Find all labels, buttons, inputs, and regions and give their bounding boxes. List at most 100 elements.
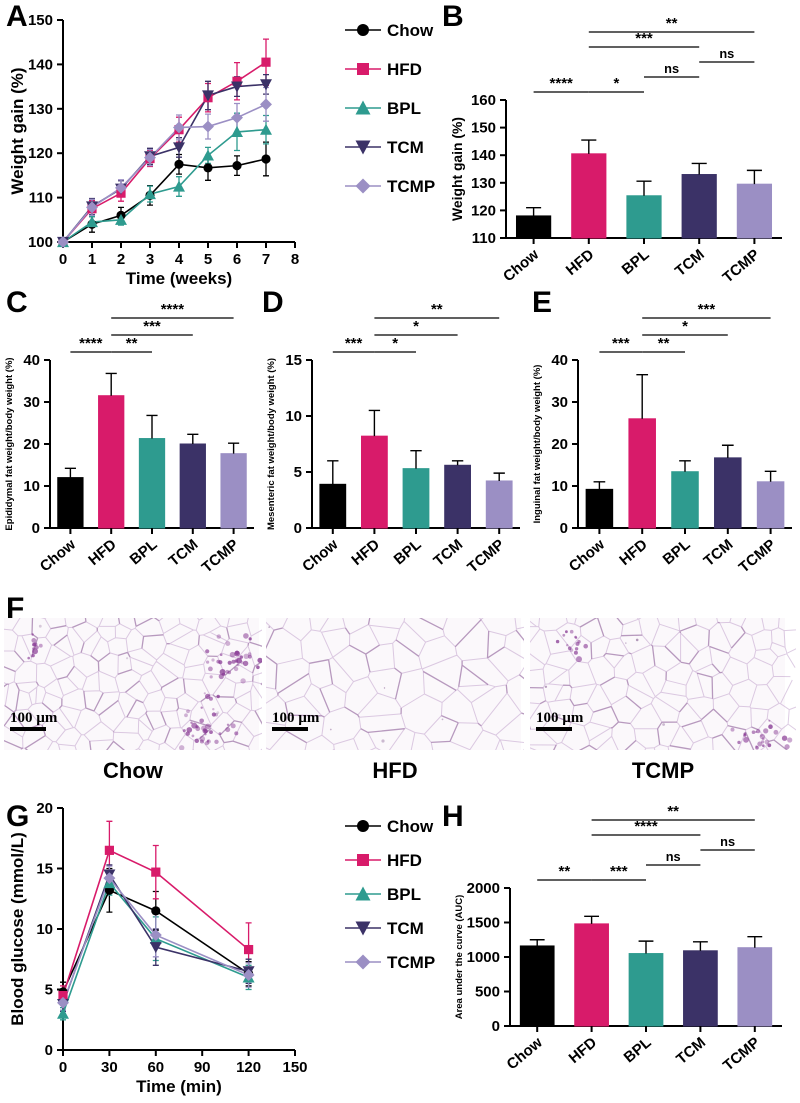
svg-text:BPL: BPL bbox=[387, 99, 421, 118]
svg-text:BPL: BPL bbox=[660, 536, 694, 568]
svg-text:****: **** bbox=[161, 301, 185, 318]
svg-text:HFD: HFD bbox=[85, 536, 120, 569]
svg-text:0: 0 bbox=[59, 251, 67, 268]
svg-text:2000: 2000 bbox=[467, 880, 500, 897]
svg-text:TCM: TCM bbox=[673, 1034, 709, 1068]
svg-text:150: 150 bbox=[471, 120, 496, 137]
svg-text:Epididymal fat weight/body wei: Epididymal fat weight/body weight (%) bbox=[4, 357, 15, 530]
svg-text:HFD: HFD bbox=[348, 536, 383, 569]
svg-text:Time (weeks): Time (weeks) bbox=[126, 269, 232, 288]
svg-text:TCM: TCM bbox=[672, 246, 708, 280]
svg-text:7: 7 bbox=[262, 251, 270, 268]
svg-text:140: 140 bbox=[471, 147, 496, 164]
svg-text:****: **** bbox=[79, 335, 103, 352]
svg-text:5: 5 bbox=[294, 464, 302, 481]
svg-text:TCM: TCM bbox=[430, 536, 466, 570]
svg-text:HFD: HFD bbox=[563, 246, 598, 279]
svg-text:40: 40 bbox=[551, 352, 568, 369]
svg-text:**: ** bbox=[559, 863, 571, 880]
svg-text:*: * bbox=[613, 75, 619, 92]
svg-text:**: ** bbox=[667, 803, 679, 820]
svg-text:130: 130 bbox=[28, 101, 53, 118]
svg-text:140: 140 bbox=[28, 56, 53, 73]
svg-text:HFD: HFD bbox=[616, 536, 651, 569]
svg-text:0: 0 bbox=[59, 1059, 67, 1076]
svg-text:TCM: TCM bbox=[166, 536, 202, 570]
svg-text:Mesenteric fat weight/body wei: Mesenteric fat weight/body weight (%) bbox=[266, 358, 277, 530]
svg-text:ns: ns bbox=[666, 849, 681, 864]
svg-text:10: 10 bbox=[285, 408, 302, 425]
svg-text:ns: ns bbox=[664, 61, 679, 76]
svg-text:TCM: TCM bbox=[387, 919, 424, 938]
svg-text:TCM: TCM bbox=[387, 138, 424, 157]
svg-text:150: 150 bbox=[282, 1059, 307, 1076]
svg-text:40: 40 bbox=[23, 352, 40, 369]
svg-text:**: ** bbox=[126, 335, 138, 352]
svg-text:TCMP: TCMP bbox=[199, 536, 242, 576]
svg-text:Area under the curve (AUC): Area under the curve (AUC) bbox=[454, 895, 465, 1020]
svg-text:HFD: HFD bbox=[387, 851, 422, 870]
svg-text:*: * bbox=[682, 318, 688, 335]
svg-text:5: 5 bbox=[45, 982, 53, 999]
svg-text:10: 10 bbox=[23, 478, 40, 495]
svg-text:Weight gain (%): Weight gain (%) bbox=[450, 117, 465, 221]
svg-text:1500: 1500 bbox=[467, 915, 500, 932]
svg-text:**: ** bbox=[658, 335, 670, 352]
svg-text:***: *** bbox=[143, 318, 161, 335]
svg-text:100: 100 bbox=[28, 234, 53, 251]
svg-text:150: 150 bbox=[28, 12, 53, 29]
svg-text:**: ** bbox=[666, 15, 678, 32]
svg-text:***: *** bbox=[698, 301, 716, 318]
svg-text:0: 0 bbox=[560, 520, 568, 537]
svg-text:BPL: BPL bbox=[619, 246, 653, 278]
svg-text:0: 0 bbox=[294, 520, 302, 537]
svg-text:BPL: BPL bbox=[621, 1034, 655, 1066]
svg-text:30: 30 bbox=[101, 1059, 118, 1076]
svg-text:***: *** bbox=[610, 863, 628, 880]
svg-text:130: 130 bbox=[471, 175, 496, 192]
svg-text:0: 0 bbox=[32, 520, 40, 537]
svg-text:2: 2 bbox=[117, 251, 125, 268]
svg-text:**: ** bbox=[431, 301, 443, 318]
svg-text:60: 60 bbox=[147, 1059, 164, 1076]
svg-text:4: 4 bbox=[175, 251, 184, 268]
svg-text:20: 20 bbox=[551, 436, 568, 453]
svg-text:ns: ns bbox=[719, 46, 734, 61]
svg-text:15: 15 bbox=[36, 861, 53, 878]
svg-text:8: 8 bbox=[291, 251, 299, 268]
svg-text:110: 110 bbox=[29, 190, 53, 207]
svg-text:3: 3 bbox=[146, 251, 154, 268]
svg-text:90: 90 bbox=[194, 1059, 211, 1076]
svg-text:160: 160 bbox=[471, 92, 496, 109]
svg-text:30: 30 bbox=[23, 394, 40, 411]
svg-text:10: 10 bbox=[36, 921, 53, 938]
svg-text:TCMP: TCMP bbox=[387, 177, 435, 196]
svg-text:120: 120 bbox=[28, 145, 53, 162]
svg-text:10: 10 bbox=[551, 478, 568, 495]
svg-text:Chow: Chow bbox=[504, 1034, 546, 1073]
svg-text:HFD: HFD bbox=[387, 60, 422, 79]
svg-text:20: 20 bbox=[36, 800, 53, 817]
svg-text:15: 15 bbox=[285, 352, 302, 369]
svg-text:TCMP: TCMP bbox=[464, 536, 507, 576]
svg-text:BPL: BPL bbox=[391, 536, 425, 568]
svg-text:TCMP: TCMP bbox=[719, 246, 762, 286]
svg-text:Weight gain (%): Weight gain (%) bbox=[8, 67, 27, 194]
svg-text:Chow: Chow bbox=[37, 536, 79, 575]
svg-text:500: 500 bbox=[475, 984, 500, 1001]
svg-text:TCMP: TCMP bbox=[720, 1034, 763, 1074]
svg-text:Time (min): Time (min) bbox=[136, 1077, 222, 1096]
svg-text:Chow: Chow bbox=[299, 536, 341, 575]
svg-text:Inguinal fat weight/body weigh: Inguinal fat weight/body weight (%) bbox=[532, 365, 543, 524]
svg-text:Chow: Chow bbox=[500, 246, 542, 285]
svg-text:Blood glucose (mmol/L): Blood glucose (mmol/L) bbox=[8, 832, 27, 1026]
svg-text:5: 5 bbox=[204, 251, 212, 268]
svg-text:HFD: HFD bbox=[566, 1034, 601, 1067]
svg-text:6: 6 bbox=[233, 251, 241, 268]
svg-text:Chow: Chow bbox=[387, 21, 434, 40]
svg-text:TCMP: TCMP bbox=[387, 953, 435, 972]
svg-text:***: *** bbox=[345, 335, 363, 352]
svg-text:120: 120 bbox=[471, 202, 496, 219]
svg-text:TCM: TCM bbox=[701, 536, 737, 570]
svg-text:Chow: Chow bbox=[387, 817, 434, 836]
